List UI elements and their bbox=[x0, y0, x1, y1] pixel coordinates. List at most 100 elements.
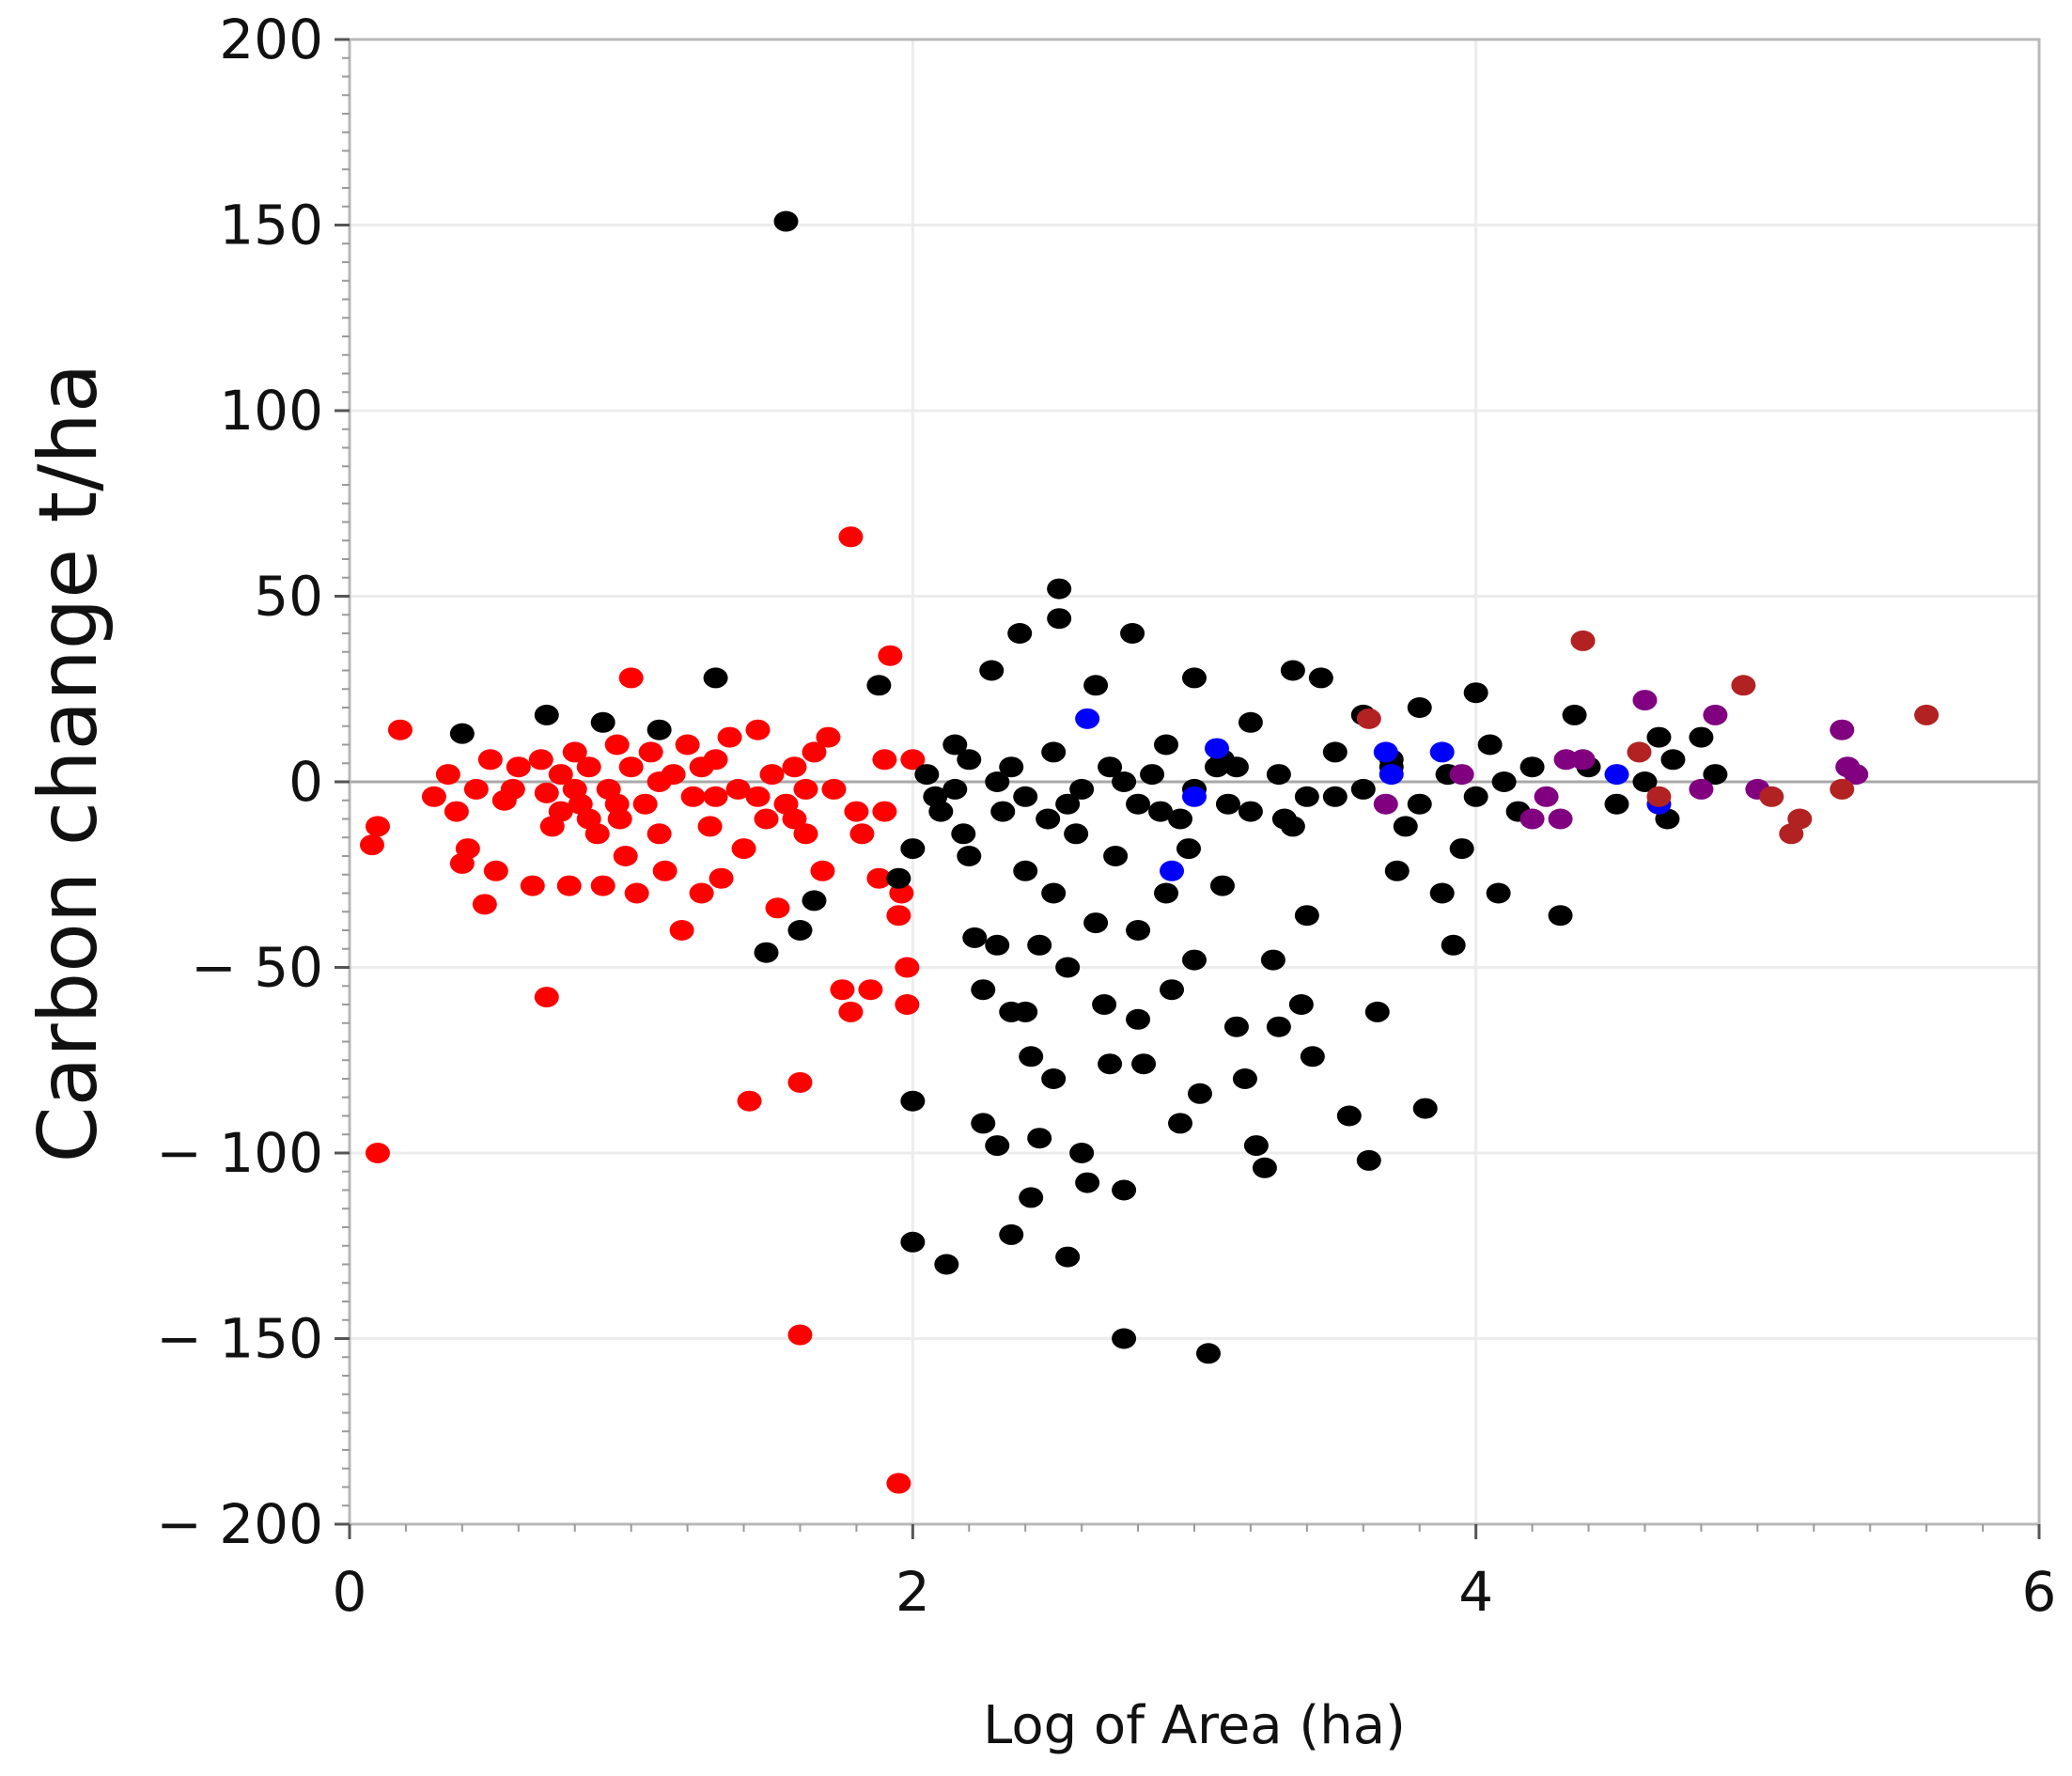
data-point bbox=[1055, 957, 1081, 978]
data-point bbox=[1486, 882, 1511, 904]
data-point bbox=[1280, 816, 1305, 837]
data-point bbox=[1364, 1001, 1390, 1022]
data-point bbox=[1182, 786, 1207, 807]
data-point bbox=[697, 816, 723, 837]
data-point bbox=[1553, 749, 1579, 771]
data-point bbox=[934, 1254, 959, 1275]
data-point bbox=[1069, 778, 1095, 800]
data-point bbox=[1519, 756, 1545, 778]
data-point bbox=[675, 734, 700, 756]
data-point bbox=[1412, 1098, 1438, 1119]
data-point bbox=[638, 741, 663, 763]
data-point bbox=[872, 801, 897, 822]
data-point bbox=[1463, 682, 1488, 704]
data-point bbox=[821, 778, 847, 800]
data-point bbox=[1914, 704, 1940, 725]
data-point bbox=[483, 860, 508, 881]
data-point bbox=[1646, 786, 1672, 807]
data-point bbox=[943, 734, 968, 756]
x-axis-label: Log of Area (ha) bbox=[983, 1695, 1406, 1756]
data-point bbox=[1280, 660, 1305, 681]
data-point bbox=[1703, 764, 1728, 786]
data-point bbox=[1019, 1187, 1044, 1208]
data-point bbox=[590, 711, 615, 733]
data-point bbox=[1449, 764, 1474, 786]
data-point bbox=[1126, 793, 1151, 815]
data-point bbox=[1126, 920, 1151, 941]
data-point bbox=[979, 660, 1005, 681]
data-point bbox=[1075, 708, 1100, 729]
y-tick-label: − 200 bbox=[156, 1492, 323, 1556]
data-point bbox=[886, 867, 911, 889]
data-point bbox=[1027, 934, 1052, 956]
data-point bbox=[985, 771, 1010, 792]
data-point bbox=[556, 875, 582, 896]
y-axis-label: Carbon change t/ha bbox=[22, 364, 116, 1163]
data-point bbox=[647, 771, 672, 792]
data-point bbox=[782, 756, 807, 778]
y-tick-label: 200 bbox=[219, 8, 323, 71]
data-point bbox=[1266, 764, 1291, 786]
data-point bbox=[1120, 623, 1145, 644]
data-point bbox=[652, 860, 678, 881]
data-point bbox=[872, 749, 897, 771]
data-point bbox=[1294, 905, 1319, 927]
data-point bbox=[866, 675, 892, 696]
data-point bbox=[1154, 882, 1179, 904]
data-point bbox=[1007, 623, 1033, 644]
data-point bbox=[793, 823, 818, 845]
data-point bbox=[1830, 778, 1855, 800]
data-point bbox=[1308, 667, 1333, 689]
data-point bbox=[548, 764, 573, 786]
y-tick-label: − 100 bbox=[156, 1121, 323, 1185]
data-point bbox=[387, 719, 413, 740]
data-point bbox=[1238, 801, 1263, 822]
data-point bbox=[895, 994, 920, 1015]
data-point bbox=[962, 927, 988, 948]
data-point bbox=[895, 957, 920, 978]
data-point bbox=[1238, 711, 1263, 733]
data-point bbox=[957, 846, 982, 866]
data-point bbox=[1092, 994, 1117, 1015]
data-point bbox=[1463, 786, 1488, 807]
data-point bbox=[500, 778, 525, 800]
data-point bbox=[928, 801, 954, 822]
data-point bbox=[1140, 764, 1165, 786]
data-point bbox=[773, 210, 799, 232]
x-tick-label: 4 bbox=[1458, 1560, 1493, 1624]
data-point bbox=[886, 1472, 911, 1494]
data-point bbox=[1830, 719, 1855, 740]
data-point bbox=[1519, 808, 1545, 830]
data-point bbox=[1041, 741, 1067, 763]
data-point bbox=[1477, 734, 1503, 756]
data-point bbox=[365, 1143, 390, 1163]
data-point bbox=[1429, 882, 1455, 904]
data-point bbox=[576, 756, 601, 778]
data-point bbox=[1759, 786, 1784, 807]
data-point bbox=[1384, 860, 1410, 881]
data-point bbox=[1204, 738, 1229, 759]
data-point bbox=[444, 801, 469, 822]
data-point bbox=[1055, 793, 1081, 815]
data-point bbox=[1112, 1328, 1137, 1349]
data-point bbox=[534, 782, 559, 803]
data-point bbox=[1041, 882, 1067, 904]
data-point bbox=[838, 1001, 864, 1022]
data-point bbox=[971, 979, 996, 1001]
data-point bbox=[886, 905, 911, 927]
data-point bbox=[647, 719, 672, 740]
data-point bbox=[1441, 934, 1466, 956]
data-point bbox=[1689, 778, 1714, 800]
data-point bbox=[1429, 741, 1455, 763]
data-point bbox=[421, 786, 446, 807]
data-point bbox=[1336, 1105, 1362, 1127]
data-point bbox=[1131, 1053, 1157, 1075]
data-point bbox=[1562, 704, 1587, 725]
data-point bbox=[562, 778, 587, 800]
data-point bbox=[1195, 1343, 1221, 1364]
data-point bbox=[1373, 793, 1398, 815]
data-point bbox=[1168, 808, 1193, 830]
data-point bbox=[745, 719, 771, 740]
